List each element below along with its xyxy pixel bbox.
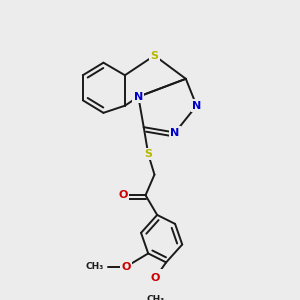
Text: S: S [151,50,158,61]
Text: N: N [134,92,143,102]
Text: O: O [121,262,130,272]
Text: N: N [192,101,201,111]
Text: S: S [144,149,152,159]
Text: CH₃: CH₃ [85,262,103,272]
Text: O: O [118,190,128,200]
Text: N: N [170,128,180,137]
Text: O: O [151,273,160,283]
Text: CH₃: CH₃ [146,295,164,300]
